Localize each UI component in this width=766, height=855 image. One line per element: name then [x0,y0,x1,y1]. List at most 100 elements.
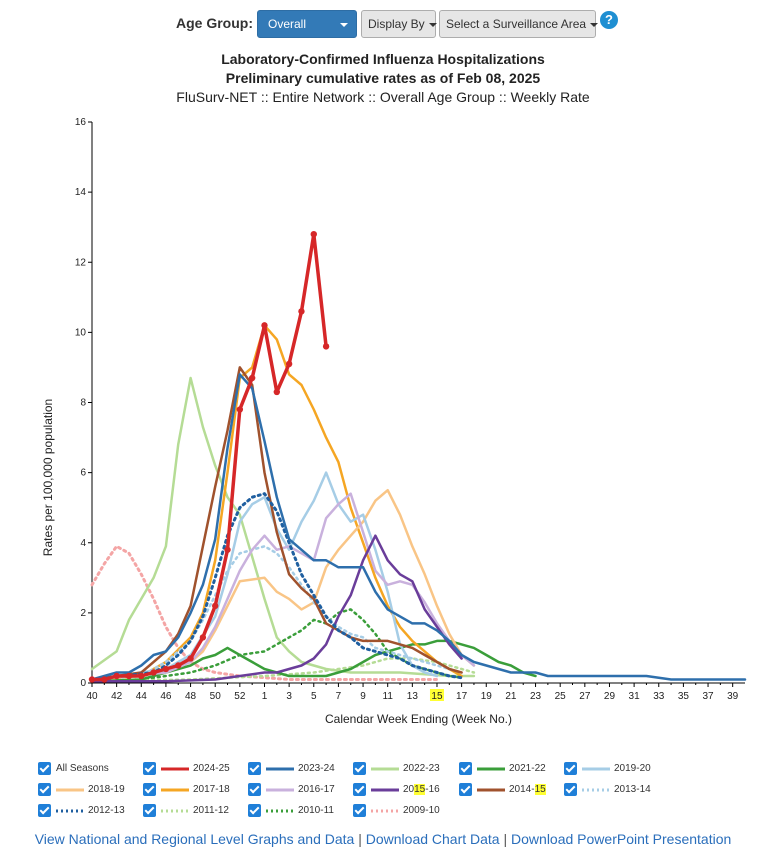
x-tick-label: 23 [530,691,542,702]
data-point-2024-25 [322,343,330,350]
display-by-dropdown[interactable]: Display By [361,10,437,38]
x-axis-label: Calendar Week Ending (Week No.) [325,712,512,726]
x-tick-label: 17 [456,691,468,702]
y-tick-label: 14 [75,187,87,198]
legend-label: 2019-20 [614,763,651,774]
x-tick-label: 25 [555,691,567,702]
series-line-2022-23 [90,376,476,678]
checkbox-checked-icon[interactable] [353,762,366,775]
checkbox-checked-icon[interactable] [38,762,51,775]
y-tick-label: 2 [80,608,86,619]
data-point-2024-25 [273,388,281,396]
checkbox-checked-icon[interactable] [564,783,577,796]
legend-label: 2013-14 [614,784,651,795]
download-powerpoint-link[interactable]: Download PowerPoint Presentation [511,831,732,847]
checkbox-checked-icon[interactable] [353,804,366,817]
y-tick-label: 10 [75,327,87,338]
checkbox-checked-icon[interactable] [248,804,261,817]
data-point-2024-25 [88,676,96,683]
chart-title: Laboratory-Confirmed Influenza Hospitali… [221,51,545,67]
series-line-2010-11 [90,608,463,683]
x-tick-label: 48 [185,691,197,702]
footer-links: View National and Regional Level Graphs … [0,831,766,847]
legend-label: 2023-24 [298,763,335,774]
data-point-2024-25 [212,602,219,610]
x-tick-label: 5 [311,691,317,702]
data-point-2024-25 [150,669,157,676]
legend-label: 2010-11 [298,805,334,816]
checkbox-checked-icon[interactable] [353,783,366,796]
legend-label: 2011-12 [193,805,229,816]
chart-description: FluSurv-NET :: Entire Network :: Overall… [176,89,590,105]
x-tick-label: 37 [702,691,714,702]
checkbox-checked-icon[interactable] [143,804,156,817]
data-point-2024-25 [199,634,207,641]
y-tick-label: 16 [75,117,87,128]
data-point-2024-25 [298,308,305,315]
data-point-2024-25 [101,676,108,683]
y-tick-label: 4 [80,538,86,549]
checkbox-checked-icon[interactable] [143,762,156,775]
legend-swatch [371,809,399,813]
chart-subtitle: Preliminary cumulative rates as of Feb 0… [225,70,541,86]
help-icon[interactable]: ? [600,11,618,29]
legend-label: 2022-23 [403,763,440,774]
checkbox-checked-icon[interactable] [459,762,472,775]
data-point-2024-25 [285,360,293,368]
x-tick-label: 40 [86,691,98,702]
data-point-2024-25 [310,231,317,238]
series-line-2015-16 [90,534,463,683]
legend: All Seasons 2024-25 2023-24 2022-23 2021-22 2… [0,762,766,822]
checkbox-checked-icon[interactable] [564,762,577,775]
legend-swatch [371,767,399,771]
series-line-2017-18 [90,324,463,681]
legend-label: 2021-22 [509,763,546,774]
data-point-2024-25 [224,546,231,553]
legend-swatch [477,767,505,771]
surveillance-area-dropdown[interactable]: Select a Surveillance Area [439,10,599,38]
legend-swatch [161,809,189,813]
legend-label: 2017-18 [193,784,230,795]
x-tick-label: 46 [160,691,172,702]
legend-label: 2014-15 [509,784,546,795]
legend-swatch [266,788,294,792]
series-line-2012-13 [90,492,464,681]
x-tick-label: 35 [678,691,690,702]
legend-swatch [266,809,294,813]
checkbox-checked-icon[interactable] [38,783,51,796]
x-tick-label: 39 [727,691,739,702]
data-point-2024-25 [138,672,145,680]
legend-label: 2024-25 [193,763,230,774]
data-point-2024-25 [113,672,120,680]
x-tick-label: 31 [629,691,641,702]
series-line-2023-24 [90,373,747,681]
display-by-label: Display By [368,17,425,31]
footer-separator: | [503,831,508,847]
x-tick-label: 27 [579,691,591,702]
caret-down-icon [590,22,599,27]
series-line-2021-22 [90,639,537,683]
x-tick-label: 9 [360,691,366,702]
national-regional-link[interactable]: View National and Regional Level Graphs … [34,831,355,847]
legend-label: 2018-19 [88,784,125,795]
series-line-2024-25 [90,232,328,682]
checkbox-checked-icon[interactable] [248,783,261,796]
age-group-dropdown[interactable]: Overall [257,10,357,38]
x-tick-label: 50 [210,691,222,702]
checkbox-checked-icon[interactable] [143,783,156,796]
x-tick-label: 11 [383,691,394,702]
series-line-2009-10 [90,544,439,681]
x-tick-label: 19 [481,691,493,702]
checkbox-checked-icon[interactable] [248,762,261,775]
series-line-2019-20 [90,471,439,681]
series-line-2011-12 [90,657,476,683]
x-tick-label: 7 [336,691,342,702]
checkbox-checked-icon[interactable] [459,783,472,796]
highlight-box [429,689,444,701]
control-bar: Age Group: Overall Display By Select a S… [0,8,766,40]
legend-label: 2016-17 [298,784,335,795]
data-point-2024-25 [261,322,268,329]
checkbox-checked-icon[interactable] [38,804,51,817]
legend-label: All Seasons [56,763,109,774]
download-chart-data-link[interactable]: Download Chart Data [365,831,500,847]
